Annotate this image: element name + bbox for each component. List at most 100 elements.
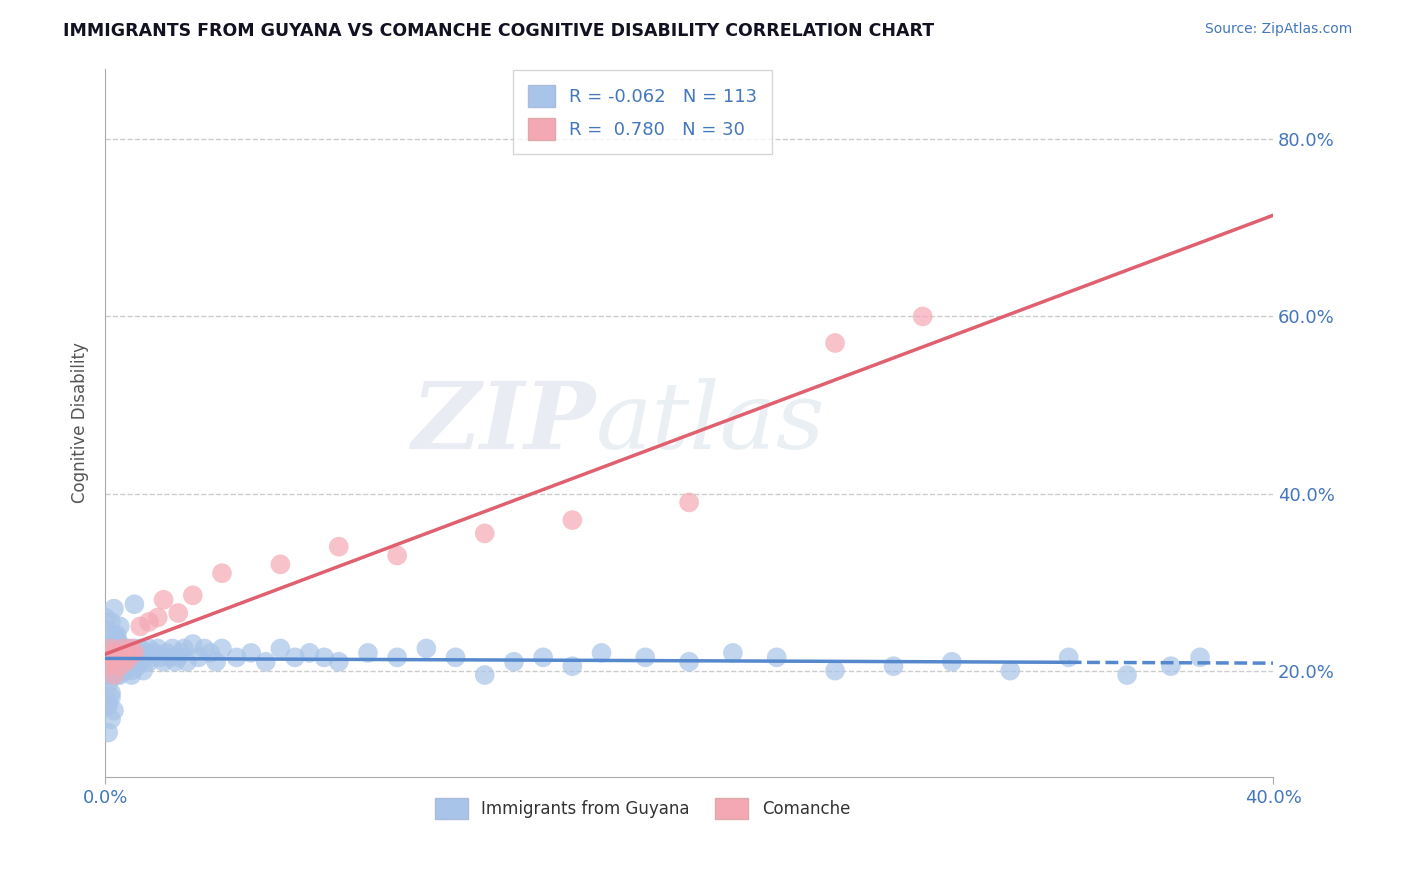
Point <box>181 637 204 651</box>
Point <box>135 646 157 660</box>
Point <box>103 601 125 615</box>
Point <box>187 650 209 665</box>
Point <box>269 641 291 656</box>
Point <box>94 650 117 665</box>
Point <box>94 650 117 665</box>
Point <box>124 646 146 660</box>
Point <box>97 624 120 638</box>
Point <box>1116 668 1139 682</box>
Point <box>155 646 177 660</box>
Point <box>678 655 700 669</box>
Point <box>111 646 134 660</box>
Point <box>114 664 136 678</box>
Point <box>103 655 125 669</box>
Point <box>129 641 152 656</box>
Point <box>100 690 122 705</box>
Point <box>211 641 233 656</box>
Point <box>124 650 146 665</box>
Point <box>114 650 136 665</box>
Point <box>127 659 149 673</box>
Point <box>200 646 222 660</box>
Point <box>103 659 125 673</box>
Point <box>634 650 657 665</box>
Point <box>941 655 963 669</box>
Point <box>167 606 190 620</box>
Point <box>103 650 125 665</box>
Point <box>824 664 846 678</box>
Point <box>121 668 143 682</box>
Point <box>314 650 336 665</box>
Point <box>97 646 120 660</box>
Point <box>97 641 120 656</box>
Point <box>108 641 131 656</box>
Point <box>114 655 136 669</box>
Point <box>108 619 131 633</box>
Point <box>124 641 146 656</box>
Point <box>176 655 198 669</box>
Point <box>138 615 160 629</box>
Point <box>181 588 204 602</box>
Point <box>100 664 122 678</box>
Point <box>94 610 117 624</box>
Point <box>132 664 155 678</box>
Point <box>146 641 169 656</box>
Point <box>152 655 174 669</box>
Point <box>105 628 128 642</box>
Point <box>385 549 408 563</box>
Point <box>205 655 228 669</box>
Point <box>225 650 247 665</box>
Point <box>97 659 120 673</box>
Point <box>444 650 467 665</box>
Point <box>503 655 526 669</box>
Point <box>143 646 166 660</box>
Point <box>108 659 131 673</box>
Point <box>97 646 120 660</box>
Point <box>121 655 143 669</box>
Point <box>129 619 152 633</box>
Point <box>152 592 174 607</box>
Point <box>328 655 350 669</box>
Legend: Immigrants from Guyana, Comanche: Immigrants from Guyana, Comanche <box>429 791 856 825</box>
Point <box>103 650 125 665</box>
Y-axis label: Cognitive Disability: Cognitive Disability <box>72 343 89 503</box>
Point <box>114 646 136 660</box>
Point <box>254 655 277 669</box>
Point <box>117 641 139 656</box>
Point <box>100 712 122 726</box>
Point <box>103 668 125 682</box>
Point <box>105 646 128 660</box>
Point <box>105 637 128 651</box>
Point <box>100 686 122 700</box>
Point <box>129 655 152 669</box>
Point <box>211 566 233 581</box>
Point <box>474 526 496 541</box>
Point <box>1189 650 1212 665</box>
Point <box>100 641 122 656</box>
Point <box>103 641 125 656</box>
Point <box>474 668 496 682</box>
Point <box>132 650 155 665</box>
Point <box>103 703 125 717</box>
Point <box>328 540 350 554</box>
Point <box>111 655 134 669</box>
Point <box>882 659 904 673</box>
Point <box>357 646 380 660</box>
Point <box>1057 650 1080 665</box>
Point <box>141 650 163 665</box>
Point <box>100 655 122 669</box>
Point <box>167 650 190 665</box>
Point <box>531 650 554 665</box>
Text: ZIP: ZIP <box>412 377 596 467</box>
Point <box>298 646 321 660</box>
Point <box>97 695 120 709</box>
Point <box>108 659 131 673</box>
Point <box>165 655 187 669</box>
Point <box>162 641 184 656</box>
Point <box>105 646 128 660</box>
Point <box>149 650 172 665</box>
Point <box>269 558 291 572</box>
Point <box>721 646 744 660</box>
Point <box>121 664 143 678</box>
Point <box>678 495 700 509</box>
Point <box>138 655 160 669</box>
